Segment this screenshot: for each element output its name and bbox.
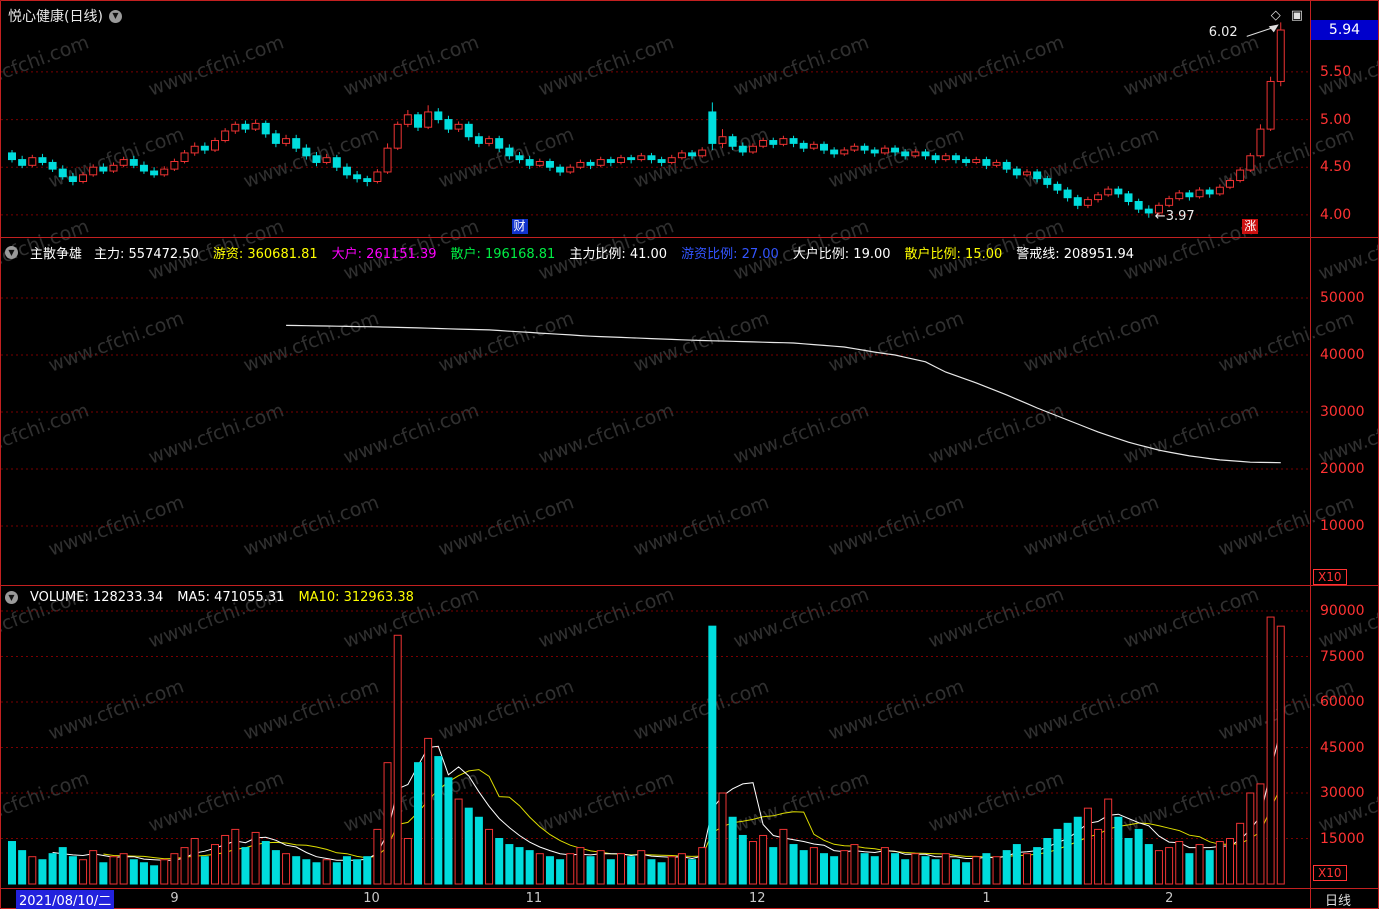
- volume-axis-tick: 75000: [1320, 648, 1365, 665]
- collapse-icon[interactable]: ▼: [108, 9, 122, 23]
- current-price-box: 5.94: [1311, 20, 1378, 40]
- indicator-field: 散户: 196168.81: [450, 247, 556, 262]
- event-badge[interactable]: 财: [511, 219, 528, 234]
- volume-axis-tick: 90000: [1320, 603, 1365, 619]
- diamond-icon[interactable]: ◇: [1270, 8, 1281, 23]
- volume-axis-tick: 60000: [1320, 694, 1365, 710]
- volume-field: VOLUME: 128233.34: [30, 590, 164, 605]
- volume-field: MA10: 312963.38: [298, 590, 414, 605]
- indicator-field: 散户比例: 15.00: [904, 247, 1003, 262]
- collapse-icon[interactable]: ▼: [5, 246, 18, 259]
- volume-scale-label: X10: [1313, 865, 1347, 881]
- volume-axis-tick: 30000: [1320, 785, 1365, 801]
- volume-fields: VOLUME: 128233.34 MA5: 471055.31 MA10: 312…: [30, 590, 428, 605]
- title-bar: 悦心健康(日线) ▼: [8, 6, 122, 26]
- indicator-field: 大户比例: 19.00: [792, 247, 891, 262]
- indicator-axis-tick: 20000: [1320, 461, 1365, 477]
- volume-header: ▼ VOLUME: 128233.34 MA5: 471055.31 MA10: 3…: [5, 590, 428, 605]
- volume-field: MA5: 471055.31: [177, 590, 285, 605]
- chevron-down-icon: ▼: [8, 247, 15, 257]
- limit-up-badge: 涨: [1242, 219, 1259, 234]
- time-axis-month: 11: [525, 891, 543, 906]
- high-annotation: 6.02: [1208, 25, 1238, 41]
- price-axis-tick: 4.50: [1320, 159, 1352, 176]
- indicator-axis-tick: 50000: [1320, 290, 1365, 306]
- price-axis-tick: 4.00: [1320, 206, 1352, 223]
- time-axis-month: 2: [1165, 891, 1174, 906]
- indicator-field: 主力比例: 41.00: [569, 247, 668, 262]
- indicator-field: 游资比例: 27.00: [681, 247, 779, 262]
- time-axis-month: 9: [170, 891, 179, 906]
- chevron-down-icon: ▼: [8, 592, 15, 602]
- indicator-field: 警戒线: 208951.94: [1016, 247, 1135, 262]
- indicator-axis-tick: 40000: [1320, 347, 1365, 363]
- time-axis-month: 1: [982, 891, 991, 906]
- indicator-fields: 主力: 557472.50 游资: 360681.81 大户: 261151.39 散…: [94, 243, 1148, 262]
- time-axis-month: 10: [363, 891, 380, 906]
- indicator-scale-label: X10: [1313, 569, 1347, 585]
- indicator-header: ▼ 主散争雄 主力: 557472.50 游资: 360681.81 大户: 261…: [5, 243, 1148, 262]
- indicator-name: 主散争雄: [30, 247, 83, 262]
- price-axis-tick: 5.50: [1320, 63, 1352, 80]
- collapse-icon[interactable]: ▼: [5, 591, 18, 604]
- price-axis-tick: 5.00: [1320, 111, 1352, 128]
- chevron-down-icon: ▼: [112, 11, 119, 20]
- current-date-label[interactable]: 2021/08/10/二: [16, 890, 115, 909]
- low-annotation: ←3.97: [1154, 208, 1195, 224]
- indicator-field: 大户: 261151.39: [331, 247, 437, 262]
- window-icon[interactable]: ▣: [1290, 8, 1303, 23]
- time-axis-month: 12: [748, 891, 766, 906]
- volume-axis-tick: 15000: [1320, 830, 1365, 847]
- indicator-axis-tick: 10000: [1320, 518, 1365, 534]
- volume-axis-tick: 45000: [1320, 739, 1365, 756]
- titlebar-actions: ◇ ▣: [1271, 8, 1303, 23]
- indicator-axis-tick: 30000: [1320, 404, 1365, 420]
- indicator-field: 主力: 557472.50: [94, 247, 199, 262]
- stock-title: 悦心健康(日线): [8, 9, 103, 25]
- period-label[interactable]: 日线: [1325, 894, 1352, 909]
- indicator-field: 游资: 360681.81: [212, 247, 318, 262]
